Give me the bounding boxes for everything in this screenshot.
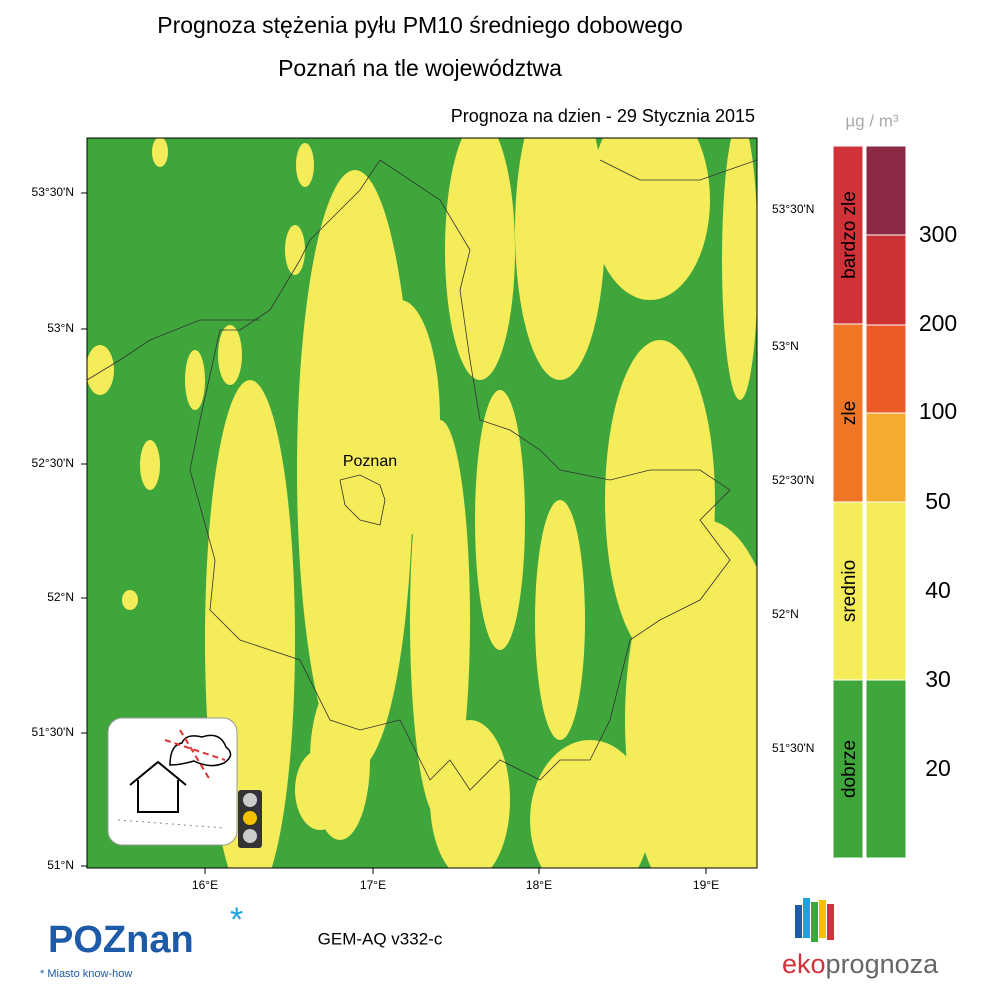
legend-band [865, 234, 907, 326]
model-label: GEM-AQ v332-c [318, 929, 443, 948]
legend-category [832, 501, 864, 681]
legend-category-label: zle [839, 401, 860, 425]
lat-label-left: 52°N [47, 590, 74, 604]
forecast-date: Prognoza na dzien - 29 Stycznia 2015 [451, 106, 755, 126]
lat-label-right: 53°30'N [772, 202, 814, 216]
legend-band [865, 412, 907, 503]
legend-level: 30 [925, 666, 951, 692]
lat-label-left: 51°30'N [32, 725, 74, 739]
subtitle: Poznań na tle województwa [278, 55, 562, 81]
logo-poznan: POZnan [48, 919, 194, 961]
legend-level: 300 [919, 221, 957, 247]
map-field [87, 138, 757, 868]
lat-label-left: 53°30'N [32, 185, 74, 199]
logo-tagline: * Miasto know-how [40, 968, 132, 980]
city-label: Poznan [343, 453, 397, 470]
legend-category-label: bardzo zle [839, 191, 860, 279]
legend-level: 20 [925, 755, 951, 781]
lat-label-right: 51°30'N [772, 741, 814, 755]
map-frame [86, 137, 758, 869]
legend-category [832, 323, 864, 503]
lat-label-left: 53°N [47, 321, 74, 335]
ekoprognoza-bars [795, 898, 834, 942]
lon-label: 18°E [526, 878, 552, 892]
legend-band [865, 324, 907, 414]
legend-category [832, 679, 864, 859]
logo-prognoza-part: prognoza [826, 949, 940, 979]
lat-label-left: 51°N [47, 858, 74, 872]
inset-icon [107, 717, 262, 848]
legend-band [865, 679, 907, 859]
lat-label-left: 52°30'N [32, 456, 74, 470]
lat-label-right: 52°N [772, 607, 799, 621]
legend-level: 40 [925, 577, 951, 603]
lat-label-right: 52°30'N [772, 473, 814, 487]
legend-band [865, 501, 907, 681]
logo-eko: ekoprognoza [782, 949, 939, 979]
legend-level: 100 [919, 398, 957, 424]
legend-level: 200 [919, 310, 957, 336]
lon-label: 16°E [192, 878, 218, 892]
lat-label-right: 53°N [772, 339, 799, 353]
lon-label: 17°E [360, 878, 386, 892]
legend-band [865, 145, 907, 236]
lon-label: 19°E [693, 878, 719, 892]
legend-category-label: srednio [839, 560, 860, 622]
logo-eko-part: eko [782, 949, 826, 979]
logo-asterisk: * [230, 901, 243, 939]
legend-category [832, 145, 864, 325]
legend-unit: µg / m³ [845, 111, 899, 130]
legend-category-label: dobrze [839, 740, 860, 798]
title: Prognoza stężenia pyłu PM10 średniego do… [157, 12, 683, 38]
legend-level: 50 [925, 488, 951, 514]
